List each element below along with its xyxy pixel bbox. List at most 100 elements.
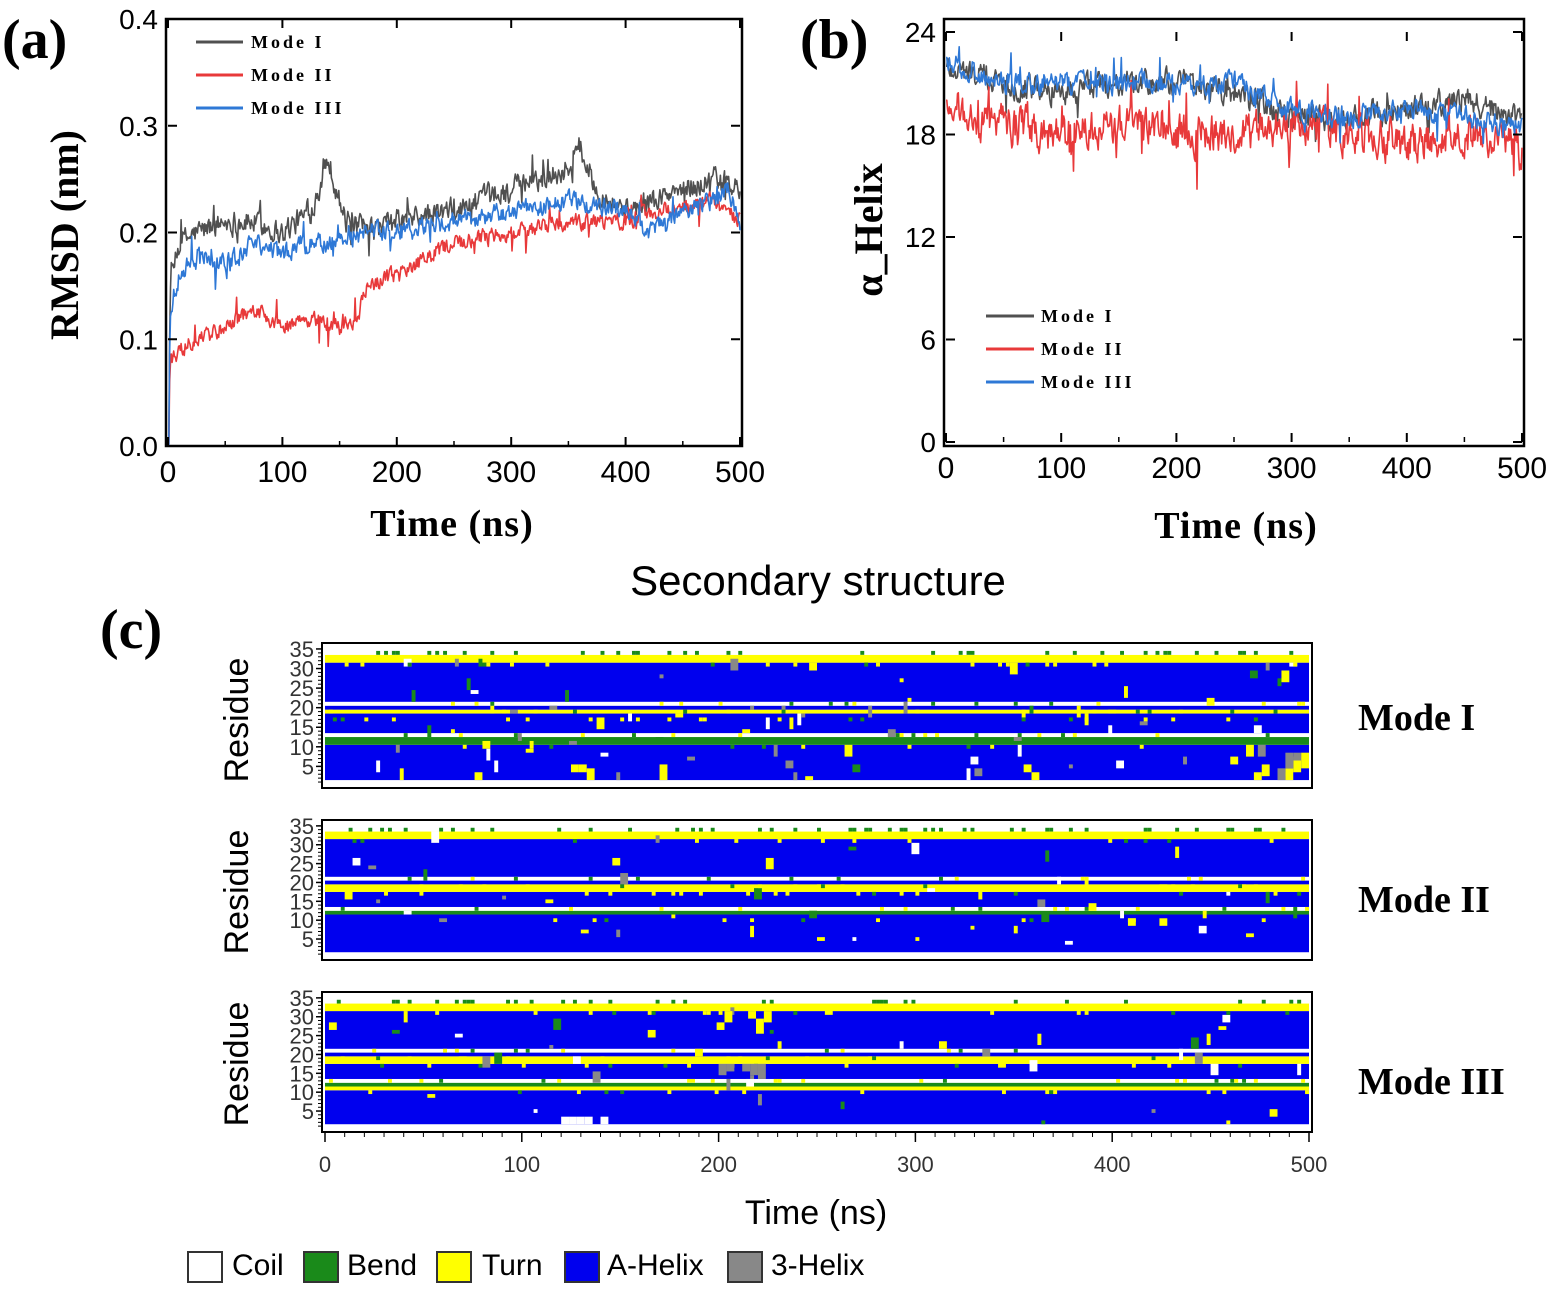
edge-jitter xyxy=(521,1063,526,1068)
edge-jitter xyxy=(651,891,656,896)
disordered-patch xyxy=(586,768,595,781)
edge-jitter xyxy=(340,906,345,911)
band-a_helix xyxy=(325,713,1309,734)
edge-jitter xyxy=(1135,906,1140,911)
top-jitter xyxy=(616,650,621,655)
disordered-patch xyxy=(1031,772,1040,781)
top-jitter xyxy=(1100,650,1105,655)
band-coil xyxy=(325,780,1309,784)
top-jitter xyxy=(903,827,908,832)
top-jitter xyxy=(1064,999,1069,1004)
transition-block xyxy=(820,831,825,843)
edge-jitter xyxy=(1273,709,1278,714)
edge-jitter xyxy=(1301,876,1306,881)
top-jitter xyxy=(1226,827,1231,832)
band-coil xyxy=(325,1124,1309,1128)
top-jitter xyxy=(872,999,877,1004)
transition-block xyxy=(970,756,979,765)
top-jitter xyxy=(588,999,593,1004)
transition-block xyxy=(1037,1033,1042,1046)
transition-block xyxy=(1029,705,1034,714)
x-tick-label: 200 xyxy=(372,456,422,489)
top-jitter xyxy=(1257,827,1262,832)
panel-b-xlabel: Time (ns) xyxy=(1154,505,1317,547)
edge-jitter xyxy=(407,662,412,667)
transition-block xyxy=(754,888,762,900)
transition-block xyxy=(1021,709,1026,718)
transition-block xyxy=(423,869,428,881)
edge-jitter xyxy=(1076,1011,1081,1015)
disordered-patch xyxy=(716,1022,725,1030)
edge-jitter xyxy=(1285,1011,1290,1015)
transition-block xyxy=(769,1029,774,1034)
y-tick-label: 10 xyxy=(290,908,314,933)
edge-jitter xyxy=(1265,733,1270,738)
top-jitter xyxy=(1009,827,1014,832)
transition-block xyxy=(474,772,483,781)
edge-jitter xyxy=(1021,717,1026,722)
top-jitter xyxy=(769,999,774,1004)
edge-jitter xyxy=(1080,876,1085,881)
transition-block xyxy=(1124,686,1128,698)
edge-jitter xyxy=(1214,1078,1219,1083)
transition-block xyxy=(458,1056,467,1064)
edge-jitter xyxy=(1131,1063,1136,1068)
edge-jitter xyxy=(718,701,723,706)
band-a_helix xyxy=(325,891,1309,907)
transition-block xyxy=(1257,744,1266,757)
edge-jitter xyxy=(777,839,782,843)
edge-jitter xyxy=(407,1056,412,1061)
edge-jitter xyxy=(757,884,762,889)
transition-block xyxy=(399,768,404,781)
top-jitter xyxy=(1143,827,1148,832)
edge-jitter xyxy=(439,1078,444,1083)
edge-jitter xyxy=(1242,1078,1247,1083)
transition-block xyxy=(549,705,558,710)
transition-block xyxy=(1064,940,1073,945)
top-jitter xyxy=(435,650,440,655)
edge-jitter xyxy=(1238,884,1243,889)
edge-jitter xyxy=(1143,717,1148,722)
top-jitter xyxy=(931,827,936,832)
edge-jitter xyxy=(793,1011,798,1015)
top-jitter xyxy=(1084,827,1089,832)
top-jitter xyxy=(513,999,518,1004)
edge-jitter xyxy=(340,1056,345,1061)
top-jitter xyxy=(470,999,475,1004)
top-jitter xyxy=(608,999,613,1004)
transition-block xyxy=(1249,670,1258,679)
edge-jitter xyxy=(942,1078,947,1083)
transition-block xyxy=(592,1071,601,1083)
transition-block xyxy=(730,658,739,671)
panel-a-rmsd-chart: (a) 0 100 200 300 400 500 0.0 0.1 0.2 0.3 0.4 RMSD… xyxy=(2,4,765,545)
edge-jitter xyxy=(935,733,940,738)
transition-block xyxy=(376,899,381,904)
top-jitter xyxy=(683,999,688,1004)
transition-block xyxy=(844,744,853,757)
edge-jitter xyxy=(419,1078,424,1083)
transition-block xyxy=(1206,1033,1211,1046)
disordered-patch xyxy=(750,1063,758,1076)
transition-block xyxy=(352,857,361,866)
legend-coil-swatch xyxy=(187,1251,223,1283)
transition-block xyxy=(482,1056,491,1068)
edge-jitter xyxy=(915,709,920,714)
transition-block xyxy=(1175,846,1180,858)
edge-jitter xyxy=(1084,906,1089,911)
top-jitter xyxy=(1297,999,1302,1004)
transition-block xyxy=(1068,764,1073,769)
x-tick-label: 100 xyxy=(503,1152,540,1177)
edge-jitter xyxy=(702,717,707,722)
edge-jitter xyxy=(533,709,538,714)
disordered-patch xyxy=(1023,764,1032,773)
edge-jitter xyxy=(710,1078,715,1083)
transition-block xyxy=(494,760,499,773)
edge-jitter xyxy=(435,1011,440,1015)
transition-block xyxy=(765,717,770,730)
edge-jitter xyxy=(1147,709,1152,714)
edge-jitter xyxy=(659,906,664,911)
transition-block xyxy=(403,658,412,667)
edge-jitter xyxy=(872,891,877,896)
disordered-patch xyxy=(576,1116,585,1125)
